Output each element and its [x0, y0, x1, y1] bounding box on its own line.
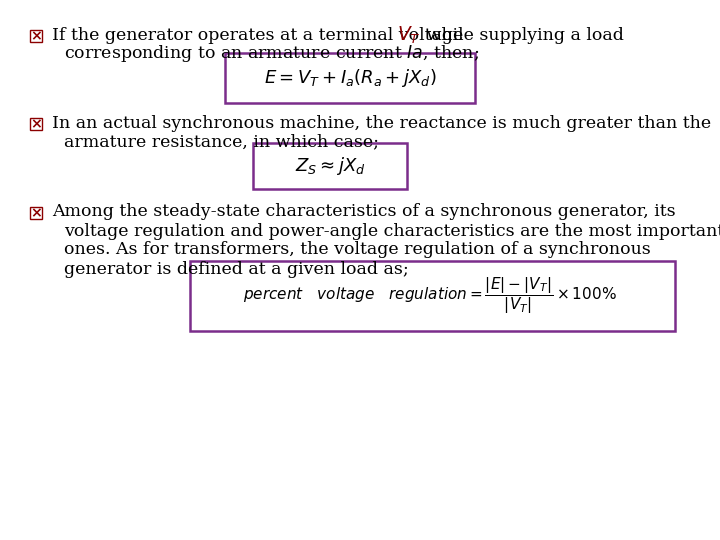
Text: $Z_S \approx jX_d$: $Z_S \approx jX_d$ — [294, 155, 365, 177]
Text: while supplying a load: while supplying a load — [421, 26, 624, 44]
Text: $\mathit{percent} \quad \mathit{voltage} \quad \mathit{regulation} = \dfrac{|E| : $\mathit{percent} \quad \mathit{voltage}… — [243, 275, 617, 316]
Text: ×: × — [30, 117, 42, 131]
Text: ×: × — [30, 29, 42, 43]
Text: armature resistance, in which case;: armature resistance, in which case; — [64, 133, 379, 151]
Text: ×: × — [30, 206, 42, 220]
Bar — [30, 207, 42, 219]
Text: generator is defined at a given load as;: generator is defined at a given load as; — [64, 260, 409, 278]
Bar — [30, 118, 42, 130]
Text: $V_T$: $V_T$ — [397, 24, 420, 46]
FancyBboxPatch shape — [253, 143, 407, 189]
Bar — [30, 30, 42, 42]
Text: corresponding to an armature current $Ia$, then;: corresponding to an armature current $Ia… — [64, 44, 480, 64]
Text: $E = V_T + I_a(R_a + jX_d)$: $E = V_T + I_a(R_a + jX_d)$ — [264, 67, 436, 89]
Text: In an actual synchronous machine, the reactance is much greater than the: In an actual synchronous machine, the re… — [52, 114, 711, 132]
Text: voltage regulation and power-angle characteristics are the most important: voltage regulation and power-angle chara… — [64, 222, 720, 240]
Text: ones. As for transformers, the voltage regulation of a synchronous: ones. As for transformers, the voltage r… — [64, 241, 651, 259]
Text: Among the steady-state characteristics of a synchronous generator, its: Among the steady-state characteristics o… — [52, 204, 675, 220]
FancyBboxPatch shape — [190, 261, 675, 331]
Text: If the generator operates at a terminal voltage: If the generator operates at a terminal … — [52, 26, 469, 44]
FancyBboxPatch shape — [225, 53, 475, 103]
